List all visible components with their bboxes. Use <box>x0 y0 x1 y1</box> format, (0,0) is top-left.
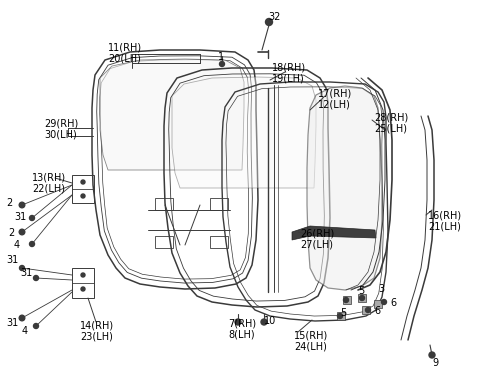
Text: 10: 10 <box>264 316 276 326</box>
Bar <box>210 198 228 210</box>
Text: 28(RH)
25(LH): 28(RH) 25(LH) <box>374 112 408 133</box>
Polygon shape <box>172 77 316 188</box>
Circle shape <box>34 324 38 328</box>
Text: 4: 4 <box>14 240 20 250</box>
Circle shape <box>360 296 364 301</box>
Polygon shape <box>307 86 382 290</box>
Circle shape <box>81 194 85 198</box>
Text: 32: 32 <box>268 12 280 22</box>
Text: 11(RH)
20(LH): 11(RH) 20(LH) <box>108 42 142 64</box>
Circle shape <box>219 62 225 67</box>
Bar <box>374 300 382 308</box>
Circle shape <box>19 315 25 321</box>
Text: 18(RH)
19(LH): 18(RH) 19(LH) <box>272 62 306 84</box>
Circle shape <box>382 299 386 305</box>
Circle shape <box>235 319 241 325</box>
Polygon shape <box>100 59 244 170</box>
Bar <box>72 268 94 298</box>
Text: 14(RH)
23(LH): 14(RH) 23(LH) <box>80 320 114 342</box>
Circle shape <box>29 242 35 246</box>
Bar <box>210 236 228 248</box>
Text: 15(RH)
24(LH): 15(RH) 24(LH) <box>294 330 328 352</box>
Circle shape <box>261 319 267 325</box>
Text: 1: 1 <box>218 52 224 62</box>
Text: 7(RH)
8(LH): 7(RH) 8(LH) <box>228 318 256 339</box>
Text: 5: 5 <box>340 308 346 318</box>
Circle shape <box>344 297 348 302</box>
Text: 17(RH)
12(LH): 17(RH) 12(LH) <box>318 88 352 110</box>
Circle shape <box>337 313 343 319</box>
Circle shape <box>19 202 25 208</box>
Circle shape <box>265 19 273 25</box>
Text: 6: 6 <box>374 306 380 316</box>
Bar <box>155 198 173 210</box>
Circle shape <box>34 276 38 280</box>
Bar <box>343 296 351 304</box>
Text: 6: 6 <box>390 298 396 308</box>
Text: 31: 31 <box>6 255 18 265</box>
Text: 31: 31 <box>6 318 18 328</box>
Text: 31: 31 <box>14 212 26 222</box>
Text: 26(RH)
27(LH): 26(RH) 27(LH) <box>300 228 334 249</box>
Text: 31: 31 <box>20 268 32 278</box>
Text: 5: 5 <box>358 286 364 296</box>
Text: 4: 4 <box>22 326 28 336</box>
Text: 13(RH)
22(LH): 13(RH) 22(LH) <box>32 172 66 194</box>
Text: 29(RH)
30(LH): 29(RH) 30(LH) <box>44 118 78 139</box>
Bar <box>72 175 94 203</box>
Text: 9: 9 <box>432 358 438 368</box>
Bar <box>155 236 173 248</box>
Circle shape <box>81 273 85 277</box>
Circle shape <box>81 287 85 291</box>
Bar <box>358 294 366 302</box>
Bar <box>362 306 370 314</box>
Text: 16(RH)
21(LH): 16(RH) 21(LH) <box>428 210 462 232</box>
Circle shape <box>29 215 35 220</box>
Circle shape <box>81 180 85 184</box>
Circle shape <box>365 307 371 313</box>
Bar <box>337 312 345 320</box>
Text: 2: 2 <box>8 228 14 238</box>
Text: 2: 2 <box>6 198 12 208</box>
Circle shape <box>429 352 435 358</box>
Polygon shape <box>292 226 376 240</box>
Circle shape <box>19 229 25 235</box>
Text: 3: 3 <box>378 284 384 294</box>
Circle shape <box>20 265 24 271</box>
